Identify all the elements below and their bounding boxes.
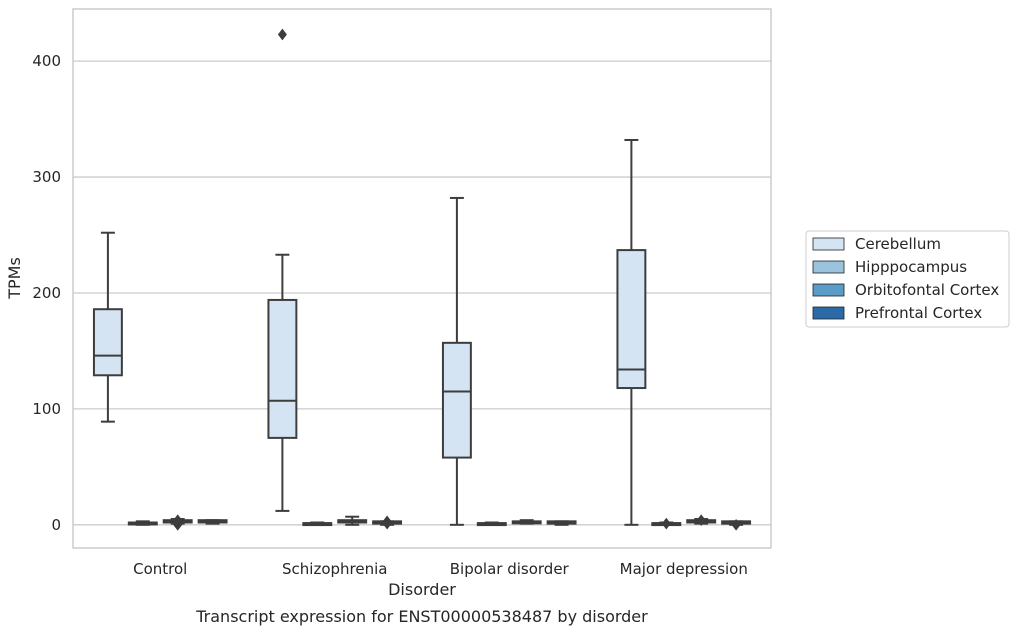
box-prefrontal-cortex [546,520,577,526]
box-hipppocampus [127,520,158,526]
box-prefrontal-cortex [197,519,228,525]
box-hipppocampus [302,521,333,527]
y-tick-label: 300 [32,168,61,186]
box-orbitofontal-cortex [686,514,717,527]
legend-swatch [812,283,845,297]
plot-frame [72,8,772,549]
legend-label: Orbitofontal Cortex [855,281,999,299]
x-axis-ticks: Control Schizophrenia Bipolar disorder Majo… [133,560,748,578]
legend-frame [805,230,1010,328]
x-tick-label: Schizophrenia [282,560,387,578]
box-orbitofontal-cortex [162,514,193,531]
box-groups [92,28,752,531]
legend: Cerebellum Hipppocampus Orbitofontal Corte… [805,230,1010,328]
chart-caption: Transcript expression for ENST0000053848… [195,607,648,626]
y-tick-label: 0 [51,516,61,534]
outlier-point [382,515,392,528]
y-tick-label: 200 [32,284,61,302]
gridlines [73,60,771,526]
box-orbitofontal-cortex [511,519,542,525]
legend-swatch [812,260,845,274]
x-tick-label: Bipolar disorder [450,560,570,578]
x-tick-label: Major depression [620,560,748,578]
outlier-point [731,518,741,531]
x-tick-label: Control [133,560,187,578]
box-hipppocampus [476,521,507,527]
outlier-point [661,517,671,530]
outlier-point [277,28,287,41]
y-tick-label: 400 [32,52,61,70]
outlier-point [173,514,183,527]
box-cerebellum [441,196,472,526]
y-axis-ticks: 0 100 200 300 400 [32,52,61,534]
box-orbitofontal-cortex [337,515,368,526]
box-cerebellum [616,138,647,526]
box-iqr [616,249,647,390]
box-iqr [92,308,123,377]
box-hipppocampus [651,517,682,530]
outlier-point [696,514,706,527]
y-axis-title: TPMs [5,257,24,300]
box-iqr [267,298,298,439]
legend-swatch [812,237,845,251]
legend-label: Prefrontal Cortex [855,304,982,322]
box-prefrontal-cortex [721,518,752,531]
box-prefrontal-cortex [372,515,403,530]
box-iqr [441,341,472,459]
box-cerebellum [92,231,123,423]
legend-label: Cerebellum [855,235,941,253]
x-axis-title: Disorder [388,580,456,599]
y-tick-label: 100 [32,400,61,418]
legend-swatch [812,306,845,320]
box-cerebellum [267,28,298,512]
legend-label: Hipppocampus [855,258,967,276]
